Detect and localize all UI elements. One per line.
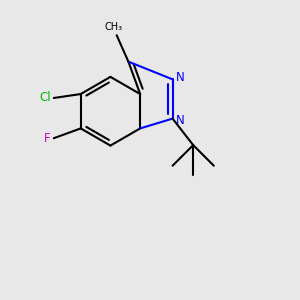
- Text: N: N: [176, 114, 185, 127]
- Text: CH₃: CH₃: [105, 22, 123, 32]
- Text: Cl: Cl: [39, 92, 51, 104]
- Text: N: N: [176, 71, 185, 84]
- Text: F: F: [44, 132, 51, 145]
